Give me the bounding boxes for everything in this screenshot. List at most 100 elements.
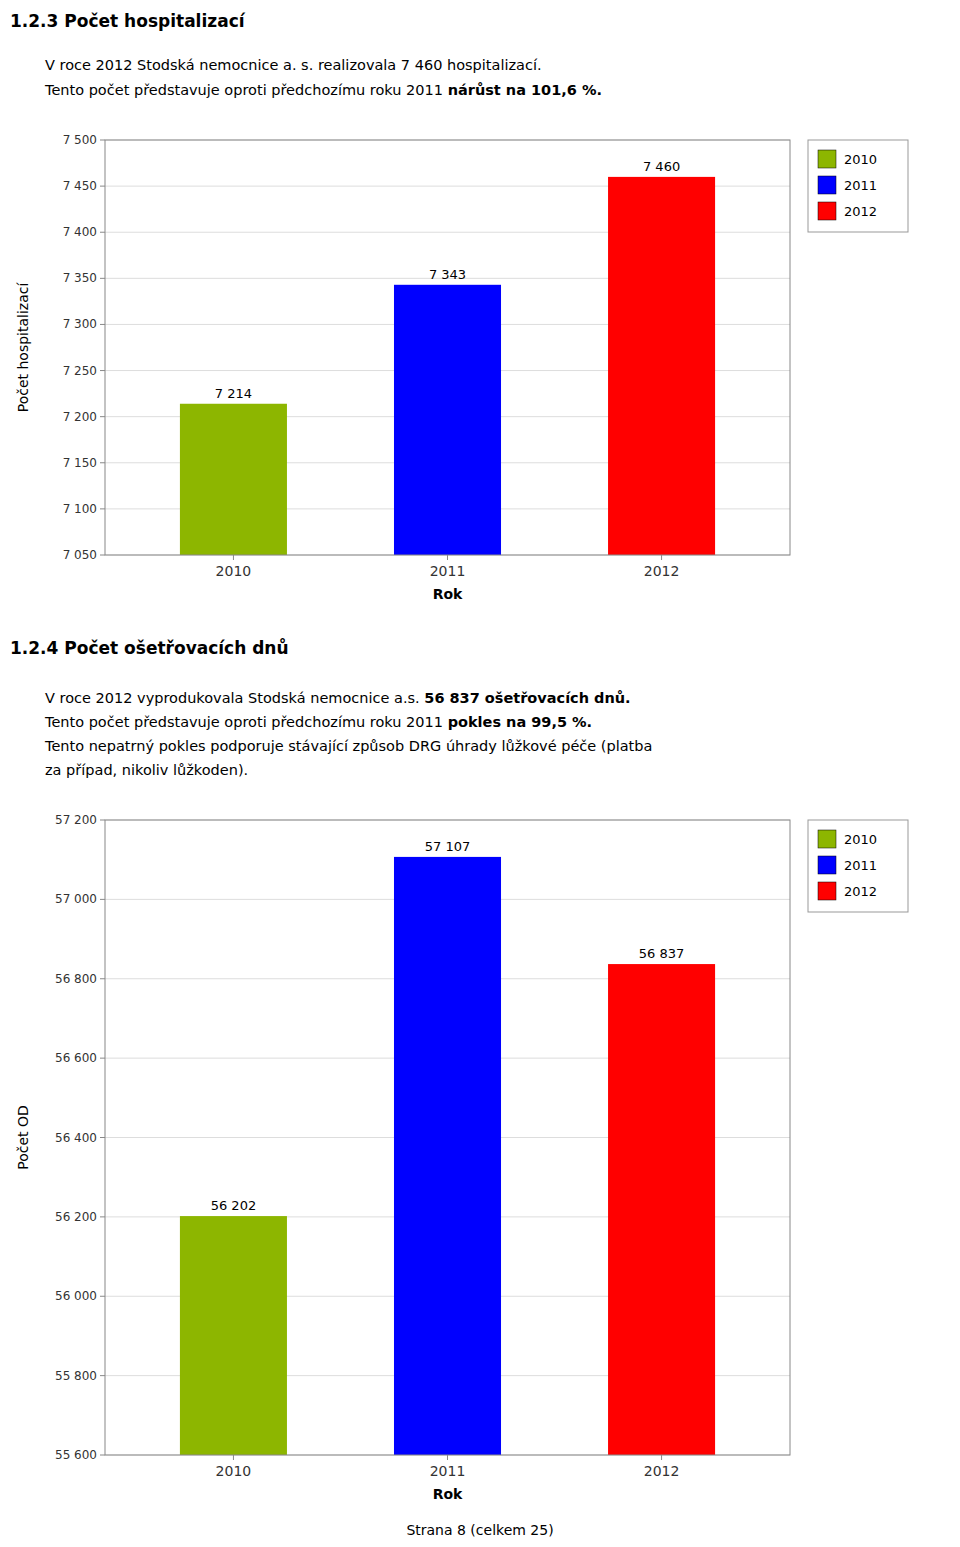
legend-frame (808, 820, 908, 912)
y-tick (100, 1137, 105, 1138)
paragraph-bold: nárůst na 101,6 %. (448, 82, 602, 98)
y-tick-label: 7 500 (63, 133, 97, 147)
plot-frame (105, 140, 790, 555)
x-tick (661, 555, 662, 560)
data-label: 7 460 (643, 159, 680, 174)
legend-swatch (818, 830, 836, 848)
footer: Strana 8 (celkem 25) (406, 1522, 553, 1538)
y-tick (100, 416, 105, 417)
bar (180, 1216, 287, 1455)
bar (608, 964, 715, 1455)
page: 1.2.3 Počet hospitalizací V roce 2012 Sto… (0, 0, 960, 1547)
paragraph-line: Tento nepatrný pokles podporuje stávajíc… (44, 738, 652, 754)
y-tick-label: 7 400 (63, 225, 97, 239)
paragraph-line: V roce 2012 Stodská nemocnice a. s. real… (45, 57, 542, 73)
y-axis-label: Počet hospitalizací (15, 282, 31, 413)
bars (180, 177, 715, 555)
y-tick-label: 56 200 (55, 1210, 97, 1224)
section-title: 1.2.3 Počet hospitalizací (10, 11, 246, 31)
paragraph-text: V roce 2012 Stodská nemocnice a. s. real… (45, 57, 542, 73)
chart: 55 60055 80056 00056 20056 40056 60056 8… (15, 813, 908, 1547)
x-tick-label: 2011 (430, 1463, 466, 1479)
paragraph-text: Tento nepatrný pokles podporuje stávajíc… (44, 738, 652, 754)
paragraph-line: Tento počet představuje oproti předchozí… (44, 82, 602, 98)
y-tick (100, 186, 105, 187)
y-tick-label: 56 400 (55, 1131, 97, 1145)
x-tick-label: 2010 (216, 563, 252, 579)
y-tick-label: 7 200 (63, 410, 97, 424)
y-tick-label: 57 200 (55, 813, 97, 827)
y-tick (100, 508, 105, 509)
y-tick (100, 278, 105, 279)
y-tick (100, 324, 105, 325)
legend-label: 2012 (844, 204, 877, 219)
y-tick-label: 55 600 (55, 1448, 97, 1462)
bar (394, 857, 501, 1455)
y-tick (100, 1296, 105, 1297)
bar (608, 177, 715, 555)
legend-label: 2012 (844, 884, 877, 899)
paragraph-line: Tento počet představuje oproti předchozí… (44, 714, 592, 730)
paragraph-text: za případ, nikoliv lůžkoden). (45, 762, 248, 778)
legend-label: 2011 (844, 858, 877, 873)
y-tick-label: 56 600 (55, 1051, 97, 1065)
legend-frame (808, 140, 908, 232)
y-tick (100, 232, 105, 233)
x-tick (233, 1455, 234, 1460)
y-tick (100, 1375, 105, 1376)
y-tick (100, 140, 105, 141)
bar (180, 404, 287, 555)
x-tick-label: 2012 (644, 563, 680, 579)
y-tick-label: 7 250 (63, 364, 97, 378)
y-tick-label: 7 050 (63, 548, 97, 562)
y-tick (100, 462, 105, 463)
x-tick (447, 555, 448, 560)
data-label: 57 107 (425, 839, 471, 854)
data-label: 56 202 (211, 1198, 257, 1213)
y-tick (100, 1455, 105, 1456)
legend-swatch (818, 202, 836, 220)
y-tick-label: 7 350 (63, 271, 97, 285)
y-tick-label: 56 000 (55, 1289, 97, 1303)
legend: 2010 2011 2012 (808, 820, 908, 912)
y-tick (100, 978, 105, 979)
x-tick-label: 2011 (430, 563, 466, 579)
paragraph-line: za případ, nikoliv lůžkoden). (45, 762, 248, 778)
paragraph-text: Tento počet představuje oproti předchozí… (44, 714, 448, 730)
x-tick (661, 1455, 662, 1460)
data-label: 7 343 (429, 267, 466, 282)
bar (394, 285, 501, 555)
y-tick (100, 370, 105, 371)
x-tick (447, 1455, 448, 1460)
paragraph-line: V roce 2012 vyprodukovala Stodská nemocn… (45, 690, 631, 706)
x-tick (233, 555, 234, 560)
y-tick-label: 7 450 (63, 179, 97, 193)
paragraph-text: Tento počet představuje oproti předchozí… (44, 82, 448, 98)
y-axis-label: Počet OD (15, 1105, 31, 1170)
plot-frame (105, 820, 790, 1455)
paragraph-text: V roce 2012 vyprodukovala Stodská nemocn… (45, 690, 424, 706)
legend-label: 2010 (844, 152, 877, 167)
y-tick-label: 57 000 (55, 892, 97, 906)
y-tick (100, 899, 105, 900)
legend-label: 2011 (844, 178, 877, 193)
legend-swatch (818, 882, 836, 900)
y-tick (100, 820, 105, 821)
y-tick-label: 7 150 (63, 456, 97, 470)
x-axis-label: Rok (433, 586, 463, 602)
legend-swatch (818, 856, 836, 874)
x-tick-label: 2010 (216, 1463, 252, 1479)
legend-swatch (818, 150, 836, 168)
paragraph-bold: pokles na 99,5 %. (448, 714, 592, 730)
paragraph-bold: 56 837 ošetřovacích dnů. (424, 690, 630, 706)
data-label: 7 214 (215, 386, 252, 401)
y-tick (100, 1216, 105, 1217)
y-tick (100, 1058, 105, 1059)
x-axis-label: Rok (433, 1486, 463, 1502)
legend-swatch (818, 176, 836, 194)
legend: 2010 2011 2012 (808, 140, 908, 232)
x-tick-label: 2012 (644, 1463, 680, 1479)
legend-label: 2010 (844, 832, 877, 847)
y-tick-label: 7 100 (63, 502, 97, 516)
y-tick-label: 56 800 (55, 972, 97, 986)
